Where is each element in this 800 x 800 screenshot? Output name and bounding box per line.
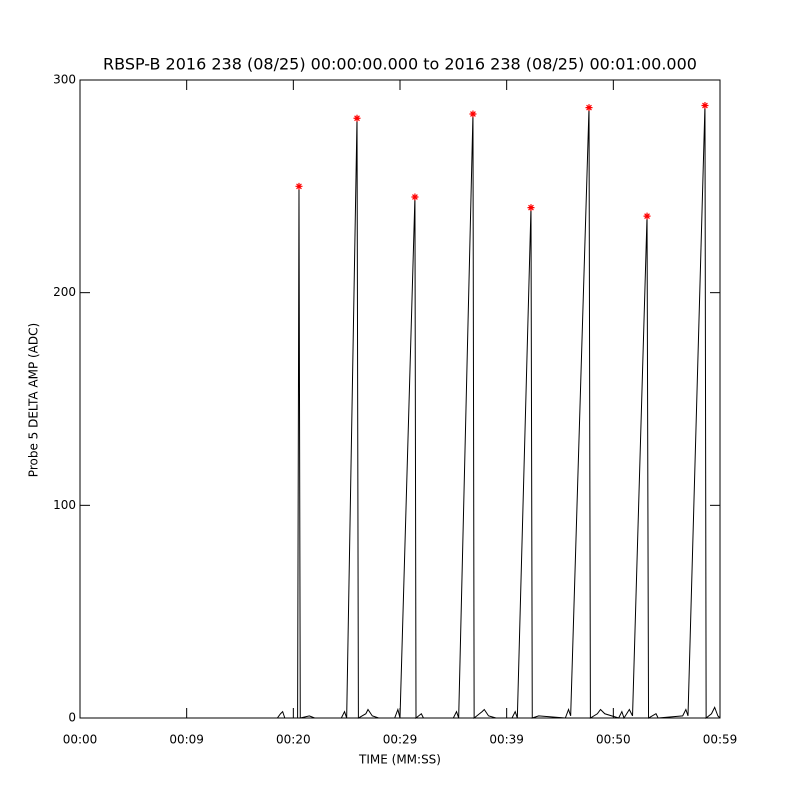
star-marker [411,193,419,201]
star-marker [585,104,593,112]
x-tick-label: 00:09 [169,733,204,747]
plot-frame [79,79,721,719]
y-axis-label: Probe 5 DELTA AMP (ADC) [27,323,41,477]
y-tick-label: 300 [53,73,76,87]
star-marker [469,110,477,118]
star-marker [527,204,535,212]
x-tick-label: 00:20 [276,733,311,747]
y-tick-label: 0 [68,711,76,725]
star-marker [353,114,361,122]
x-tick-label: 00:00 [63,733,98,747]
x-tick-label: 00:29 [383,733,418,747]
x-tick-label: 00:59 [703,733,738,747]
y-tick-label: 200 [53,285,76,299]
x-tick-label: 00:39 [489,733,524,747]
data-line [80,105,721,720]
y-tick-label: 100 [53,498,76,512]
x-tick-label: 00:50 [596,733,631,747]
star-marker [701,102,709,110]
star-marker [295,182,303,190]
x-axis-label: TIME (MM:SS) [358,753,441,767]
star-marker [643,212,651,220]
chart-title: RBSP-B 2016 238 (08/25) 00:00:00.000 to … [103,55,697,74]
